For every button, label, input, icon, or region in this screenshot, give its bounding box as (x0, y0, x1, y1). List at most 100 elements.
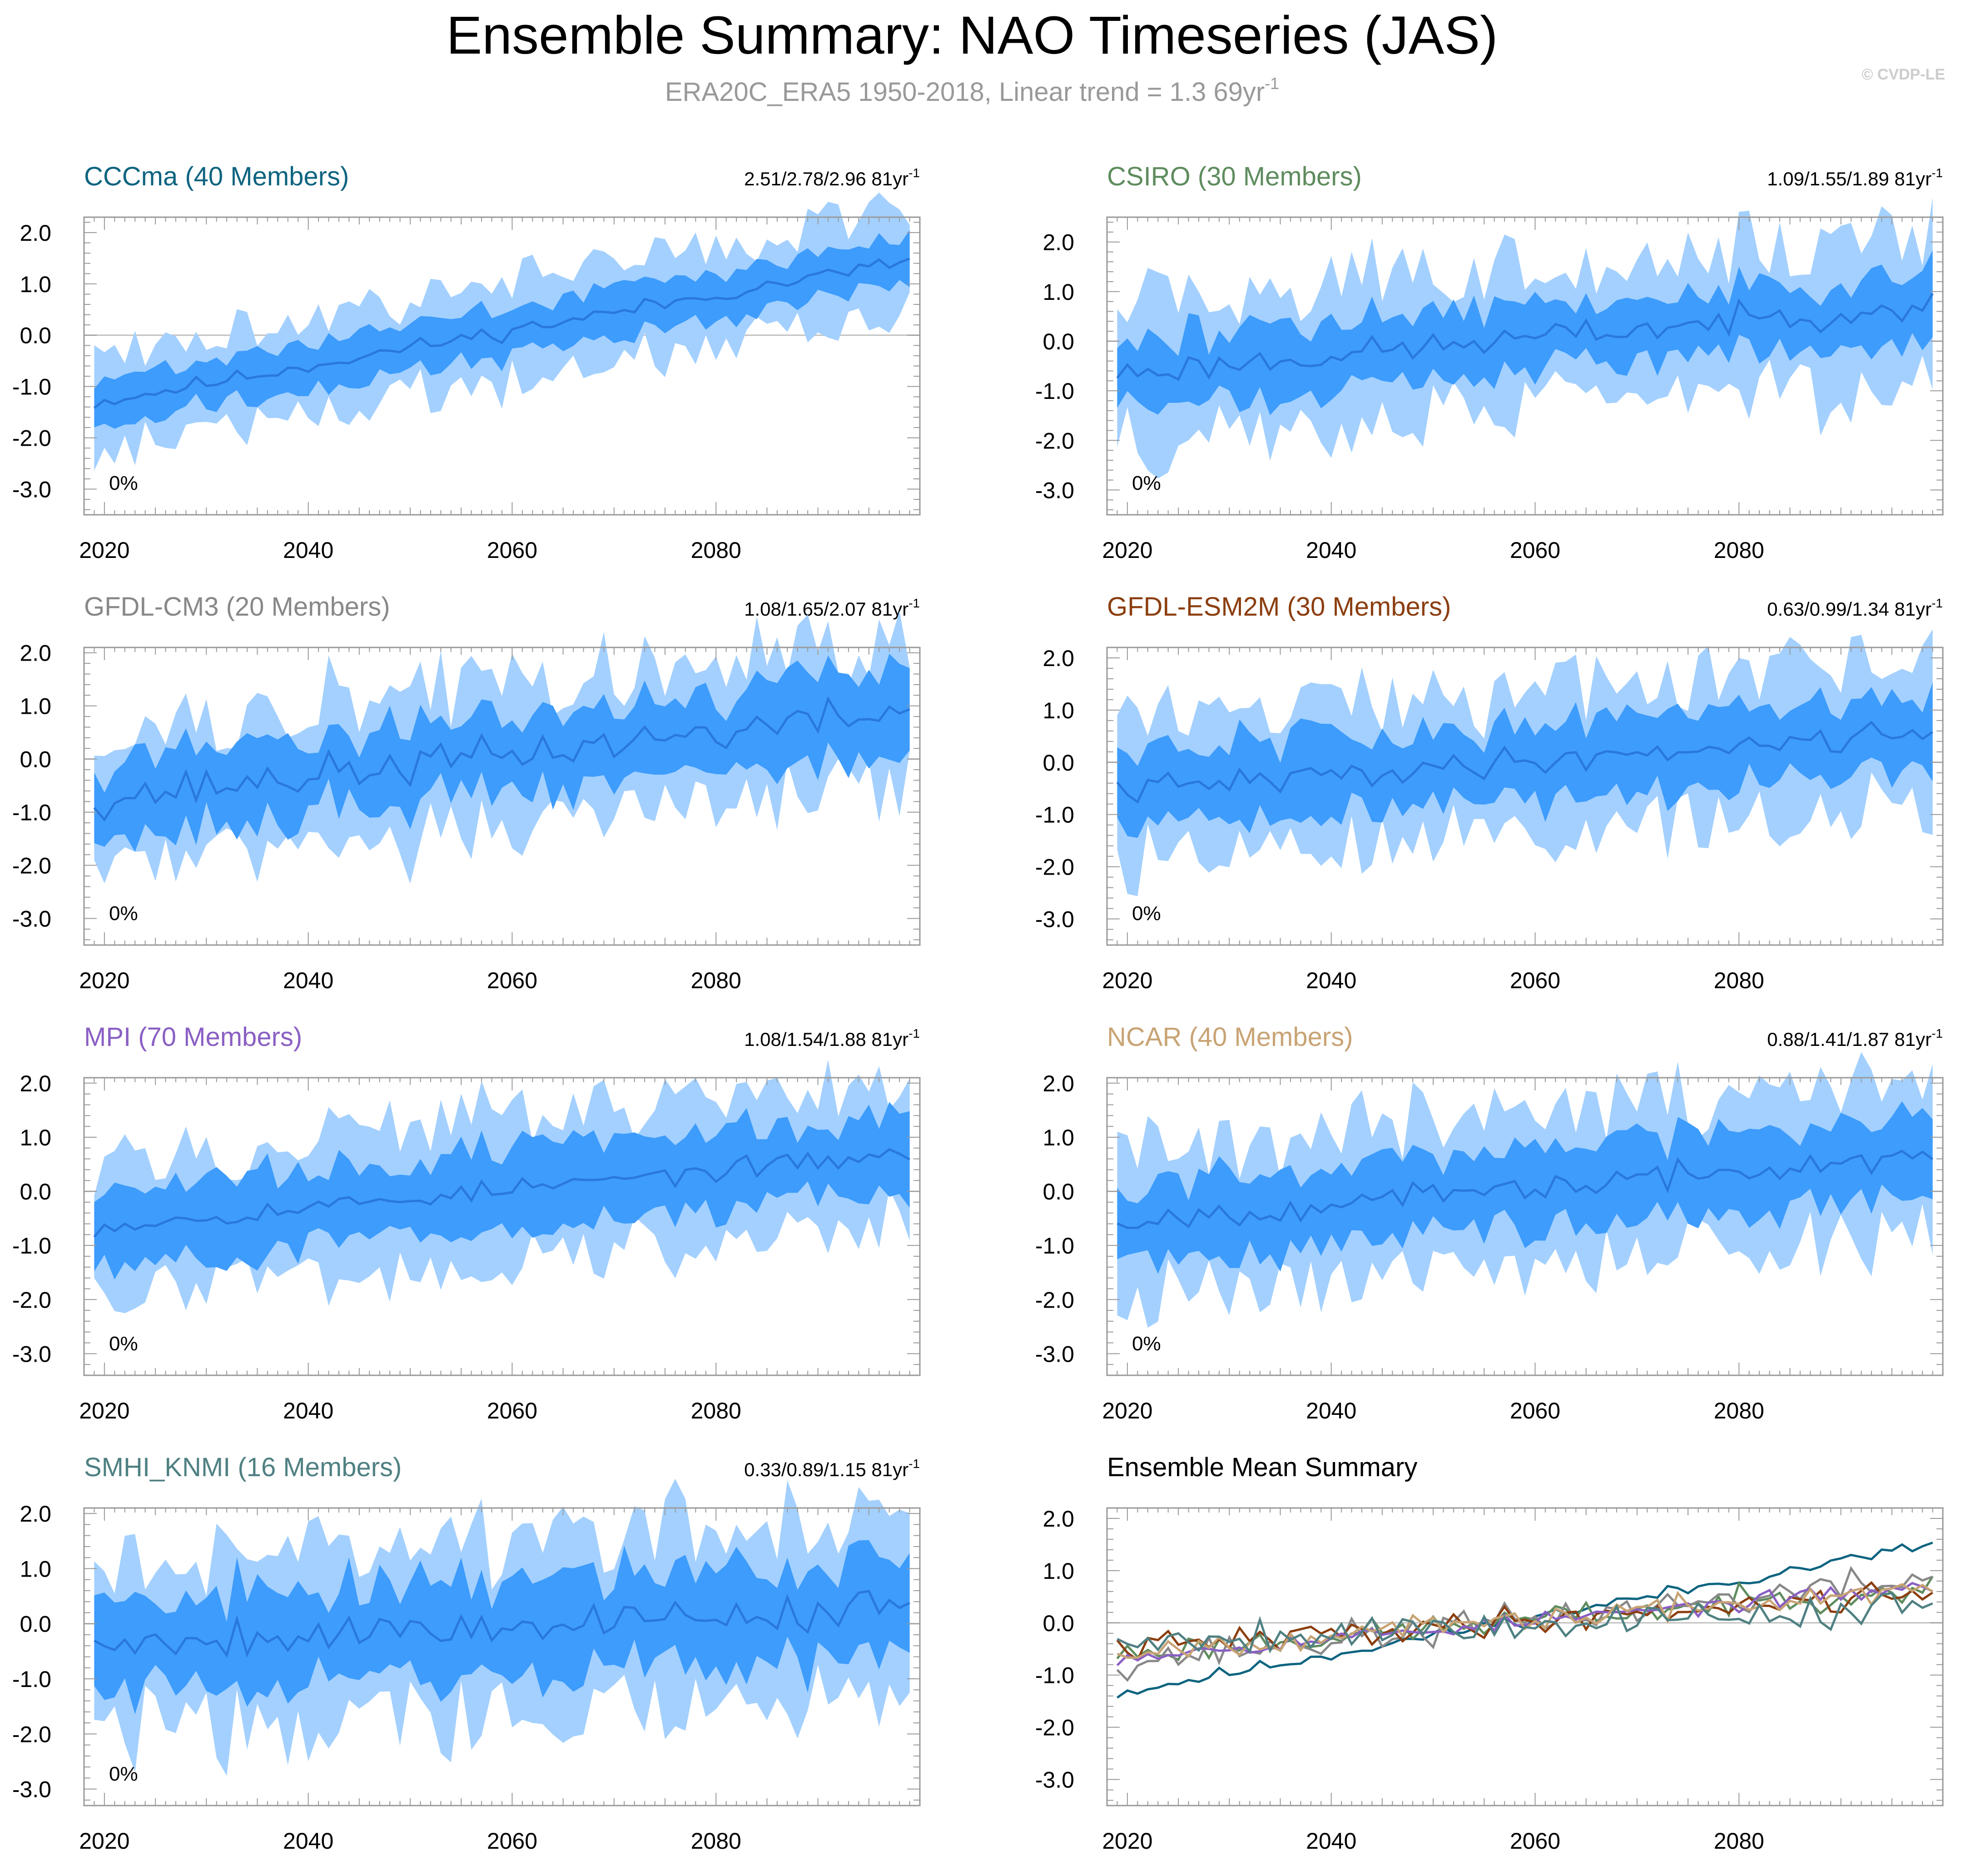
inner-range-band (1117, 1101, 1933, 1274)
y-tick-label: 0.0 (1043, 1611, 1074, 1636)
series-line-mpi (1116, 1582, 1933, 1667)
x-tick-label: 2020 (1102, 1828, 1152, 1854)
percent-label: 0% (1132, 472, 1161, 494)
y-tick-label: 2.0 (20, 1501, 51, 1527)
panel-title: MPI (70 Members) (84, 1022, 302, 1052)
panel-trend-value: 1.08/1.65/2.07 81yr (744, 598, 909, 620)
inner-range-band (94, 1102, 910, 1280)
x-tick-label: 2060 (1510, 537, 1560, 563)
panel-trend-label: 0.88/1.41/1.87 81yr-1 (1767, 1026, 1943, 1050)
panel-trend-value: 0.88/1.41/1.87 81yr (1767, 1029, 1931, 1050)
percent-label: 0% (109, 1333, 138, 1355)
panel-title: Ensemble Mean Summary (1107, 1453, 1417, 1482)
percent-label: 0% (1132, 902, 1161, 925)
panel-trend-label: 1.08/1.54/1.88 81yr-1 (744, 1026, 920, 1050)
percent-label: 0% (1132, 1333, 1161, 1355)
y-tick-label: -3.0 (12, 477, 51, 503)
y-tick-label: -1.0 (1035, 802, 1074, 828)
y-tick-label: -3.0 (1035, 907, 1074, 932)
panel-trend-sup: -1 (1931, 1026, 1943, 1040)
y-tick-label: -2.0 (12, 853, 51, 879)
y-tick-label: 1.0 (1043, 1558, 1074, 1584)
panel-mpi: MPI (70 Members) 1.08/1.54/1.88 81yr-1 202… (12, 1022, 921, 1423)
x-tick-label: 2020 (1102, 968, 1152, 993)
y-tick-label: -1.0 (12, 1667, 51, 1692)
x-tick-label: 2080 (691, 1828, 741, 1854)
y-tick-label: 0.0 (20, 747, 51, 772)
panel-ncar: NCAR (40 Members) 0.88/1.41/1.87 81yr-1 20… (1035, 1022, 1944, 1423)
panel-ensemble-mean: Ensemble Mean Summary 2020 2040 2060 2080 2.0… (1035, 1453, 1944, 1854)
panel-gfdl-cm3: GFDL-CM3 (20 Members) 1.08/1.65/2.07 81yr… (12, 592, 921, 993)
y-tick-label: -2.0 (1035, 1715, 1074, 1741)
ensemble-mean-line (1116, 293, 1934, 381)
y-tick-label: 1.0 (20, 272, 51, 297)
ensemble-mean-line (93, 1148, 910, 1238)
y-tick-label: 1.0 (20, 1125, 51, 1150)
y-tick-label: -3.0 (12, 1777, 51, 1802)
x-tick-label: 2040 (283, 1398, 333, 1423)
y-tick-label: -2.0 (1035, 855, 1074, 880)
x-tick-label: 2060 (1510, 968, 1560, 993)
series-line-smhi_knmi (1117, 1592, 1933, 1654)
x-tick-label: 2020 (79, 537, 129, 563)
y-tick-label: -1.0 (1035, 1663, 1074, 1688)
panel-title: NCAR (40 Members) (1107, 1022, 1353, 1052)
x-tick-label: 2040 (1306, 968, 1356, 993)
panel-title: GFDL-ESM2M (30 Members) (1107, 592, 1451, 622)
panel-trend-sup: -1 (909, 1026, 920, 1040)
x-tick-label: 2080 (691, 968, 741, 993)
panel-trend-value: 1.09/1.55/1.89 81yr (1767, 168, 1931, 189)
x-tick-label: 2040 (283, 1828, 333, 1854)
y-tick-label: -3.0 (12, 1341, 51, 1367)
x-tick-label: 2060 (1510, 1828, 1560, 1854)
y-tick-label: -3.0 (1035, 1341, 1074, 1367)
panel-title: GFDL-CM3 (20 Members) (84, 592, 390, 622)
panel-trend-value: 2.51/2.78/2.96 81yr (744, 168, 909, 189)
ensemble-mean-line (1116, 721, 1933, 804)
inner-range-band (94, 230, 910, 429)
x-tick-label: 2020 (79, 1828, 129, 1854)
y-tick-label: 2.0 (1043, 1071, 1074, 1096)
panel-trend-sup: -1 (1931, 166, 1943, 180)
x-tick-label: 2020 (79, 968, 129, 993)
y-tick-label: -2.0 (1035, 1287, 1074, 1313)
y-tick-label: -1.0 (1035, 1233, 1074, 1259)
panel-trend-sup: -1 (909, 596, 920, 610)
panel-title: CSIRO (30 Members) (1107, 162, 1362, 191)
y-tick-label: -3.0 (1035, 1767, 1074, 1793)
panel-trend-label: 0.33/0.89/1.15 81yr-1 (744, 1457, 920, 1480)
y-tick-label: -3.0 (1035, 478, 1074, 503)
panel-trend-value: 0.33/0.89/1.15 81yr (744, 1459, 909, 1480)
panel-smhi-knmi: SMHI_KNMI (16 Members) 0.33/0.89/1.15 81y… (12, 1453, 921, 1854)
x-tick-label: 2040 (1306, 1398, 1356, 1423)
x-tick-label: 2080 (1714, 537, 1764, 563)
y-tick-label: -2.0 (12, 1287, 51, 1313)
panel-csiro: CSIRO (30 Members) 1.09/1.55/1.89 81yr-1 2… (1035, 162, 1944, 563)
panel-trend-label: 2.51/2.78/2.96 81yr-1 (744, 166, 920, 189)
panel-gfdl-esm2m: GFDL-ESM2M (30 Members) 0.63/0.99/1.34 81… (1035, 592, 1944, 993)
percent-label: 0% (109, 472, 138, 494)
figure-subtitle-sup: -1 (1265, 74, 1279, 93)
ensemble-mean-line (1117, 1149, 1934, 1229)
panel-cccma: CCCma (40 Members) 2.51/2.78/2.96 81yr-12… (12, 162, 921, 563)
y-tick-label: -1.0 (12, 800, 51, 826)
x-tick-label: 2080 (1714, 1828, 1764, 1854)
figure-subtitle-text: ERA20C_ERA5 1950-2018, Linear trend = 1.… (665, 77, 1265, 107)
panel-trend-sup: -1 (909, 166, 920, 180)
y-tick-label: 0.0 (20, 1179, 51, 1204)
x-tick-label: 2060 (487, 968, 537, 993)
y-tick-label: 0.0 (20, 1612, 51, 1637)
inner-range-band (94, 1540, 910, 1715)
y-tick-label: -1.0 (12, 1233, 51, 1259)
panel-title: CCCma (40 Members) (84, 162, 349, 191)
panel-title: SMHI_KNMI (16 Members) (84, 1453, 402, 1482)
y-tick-label: 1.0 (1043, 1125, 1074, 1150)
x-tick-label: 2040 (283, 968, 333, 993)
y-tick-label: 0.0 (1043, 750, 1074, 776)
y-tick-label: -1.0 (12, 374, 51, 400)
inner-range-band (1117, 250, 1933, 415)
y-tick-label: 1.0 (1043, 698, 1074, 723)
x-tick-label: 2060 (487, 537, 537, 563)
y-tick-label: -3.0 (12, 906, 51, 932)
ensemble-mean-line (94, 1590, 910, 1658)
